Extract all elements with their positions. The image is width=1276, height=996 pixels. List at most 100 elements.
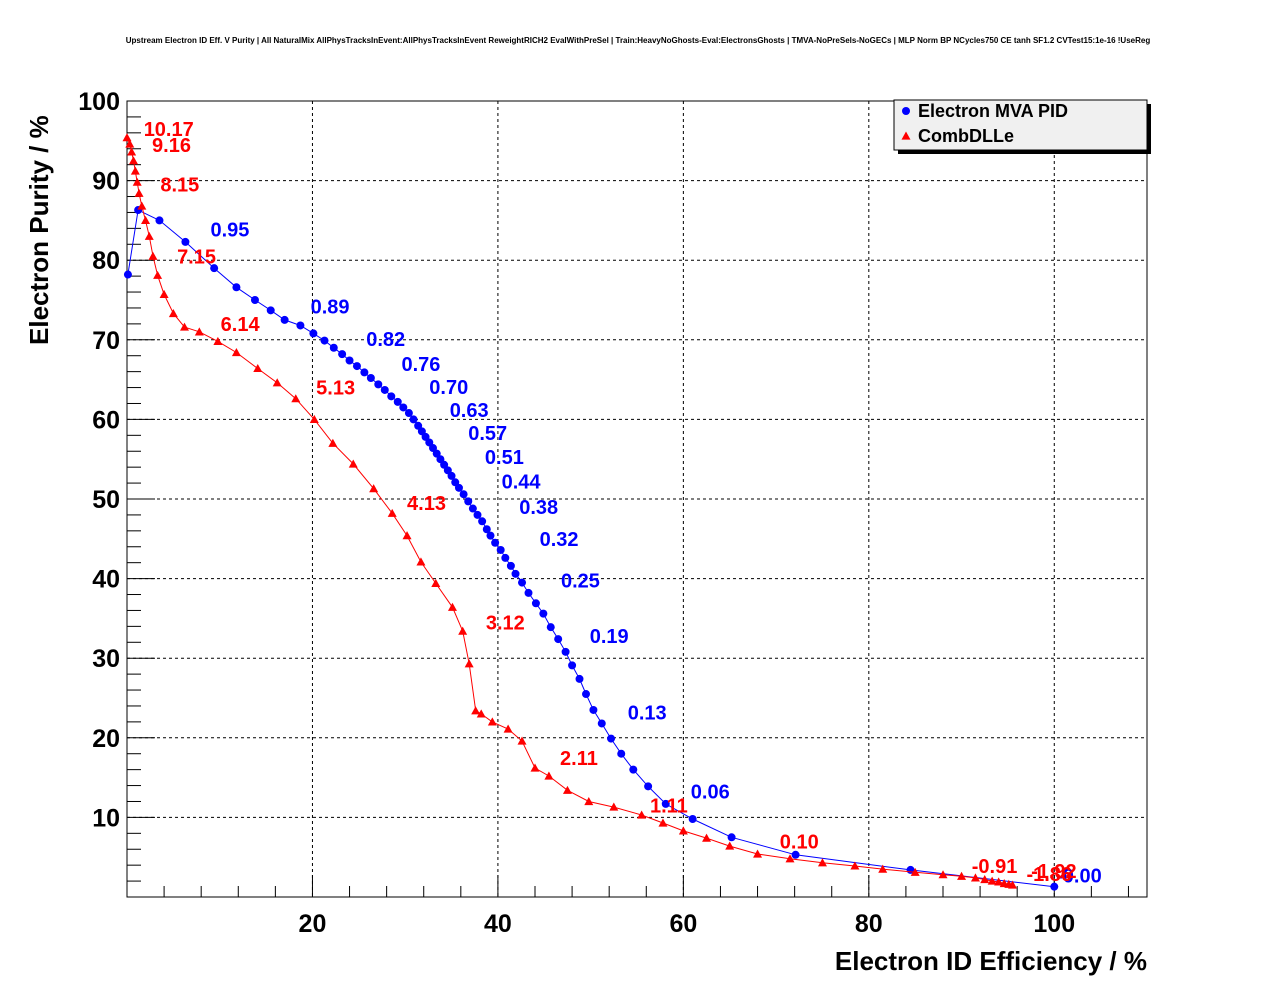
data-point [478, 517, 487, 526]
data-point [582, 690, 590, 699]
point-label: 0.63 [450, 400, 489, 422]
data-point [309, 414, 319, 423]
data-point [320, 336, 329, 345]
data-point [471, 706, 481, 715]
data-point [253, 363, 263, 373]
point-labels: 0.95 0.89 0.82 0.760.700.630.570.51 0.44 0.38… [144, 119, 1102, 888]
legend-label: Electron MVA PID [918, 101, 1068, 121]
point-label: -0.00 [1056, 866, 1102, 888]
data-point [148, 251, 158, 260]
data-point [503, 724, 513, 733]
data-point [387, 508, 397, 517]
y-tick-label: 40 [92, 566, 120, 594]
data-point [609, 802, 619, 811]
data-point [122, 133, 132, 142]
y-tick-label: 30 [92, 645, 120, 673]
point-label: 0.10 [780, 831, 819, 853]
point-label: 0.06 [691, 781, 730, 803]
data-point [517, 736, 527, 745]
data-point [688, 814, 697, 823]
x-axis-title: Electron ID Efficiency / % [835, 946, 1147, 976]
data-point [518, 578, 527, 587]
data-point [144, 231, 154, 240]
data-point [291, 394, 301, 403]
data-point [458, 626, 468, 635]
legend-item: CombDLLe [901, 126, 1014, 146]
data-point [1008, 880, 1018, 889]
data-point [544, 771, 554, 780]
data-point [210, 264, 219, 273]
data-point [402, 531, 412, 540]
series-electron-mva-pid [123, 206, 1059, 891]
point-label: 8.15 [160, 175, 199, 197]
data-point [374, 380, 383, 389]
data-point [678, 826, 688, 835]
data-point [179, 322, 189, 331]
point-label: 1.11 [650, 796, 688, 818]
data-point [575, 674, 584, 683]
data-point [366, 374, 375, 383]
data-point [476, 709, 486, 718]
data-point [431, 578, 441, 587]
data-point [539, 609, 548, 618]
data-point [296, 321, 305, 330]
point-label: 0.82 [366, 329, 405, 351]
x-tick-label: 60 [669, 910, 697, 938]
data-point [231, 348, 241, 357]
point-label: -0.91 [972, 856, 1018, 878]
y-tick-label: 100 [78, 88, 120, 116]
legend-marker [902, 107, 910, 115]
data-point [272, 378, 282, 387]
data-point [447, 471, 456, 480]
legend-marker [901, 131, 911, 140]
data-point [213, 336, 223, 345]
data-point [155, 216, 164, 225]
data-point [970, 873, 980, 882]
data-point [531, 599, 540, 608]
data-point [957, 871, 967, 880]
data-point [702, 833, 712, 842]
data-point [753, 849, 763, 858]
y-tick-label: 20 [92, 725, 120, 753]
data-point [554, 635, 563, 644]
y-tick-label: 50 [92, 486, 120, 514]
data-point [128, 156, 138, 165]
data-point [387, 392, 396, 401]
data-point [987, 876, 997, 885]
data-point [328, 438, 338, 447]
x-tick-label: 100 [1033, 910, 1075, 938]
point-label: 3.12 [486, 613, 525, 635]
data-point [232, 283, 241, 292]
data-point [416, 557, 426, 566]
data-point [568, 661, 577, 670]
data-point [153, 270, 163, 279]
data-point [352, 362, 361, 371]
data-point [727, 833, 736, 842]
point-label: -1.86 [1026, 864, 1072, 886]
point-label: 7.15 [177, 246, 216, 268]
point-label: 0.89 [311, 297, 350, 319]
x-tick-label: 20 [299, 910, 327, 938]
data-point [194, 327, 204, 336]
point-label: 0.51 [485, 447, 524, 469]
y-tick-label: 90 [92, 168, 120, 196]
axis-ticks: 20 40 60 80 100 10 20 30 40 50 60 70 80 90 100 [78, 88, 1129, 938]
data-point [661, 799, 670, 808]
data-point [181, 237, 190, 246]
data-point [878, 864, 888, 873]
point-label: 0.13 [628, 702, 667, 724]
data-point [506, 561, 515, 570]
data-point [791, 850, 800, 859]
point-label: 0.76 [401, 354, 440, 376]
data-point [491, 538, 500, 547]
point-label: -1.92 [1031, 861, 1077, 883]
data-point [404, 409, 413, 418]
data-point [785, 854, 795, 863]
data-point [468, 504, 477, 513]
data-point [159, 289, 169, 299]
series-layer [122, 133, 1059, 891]
data-point [250, 296, 259, 304]
data-point [530, 763, 540, 772]
